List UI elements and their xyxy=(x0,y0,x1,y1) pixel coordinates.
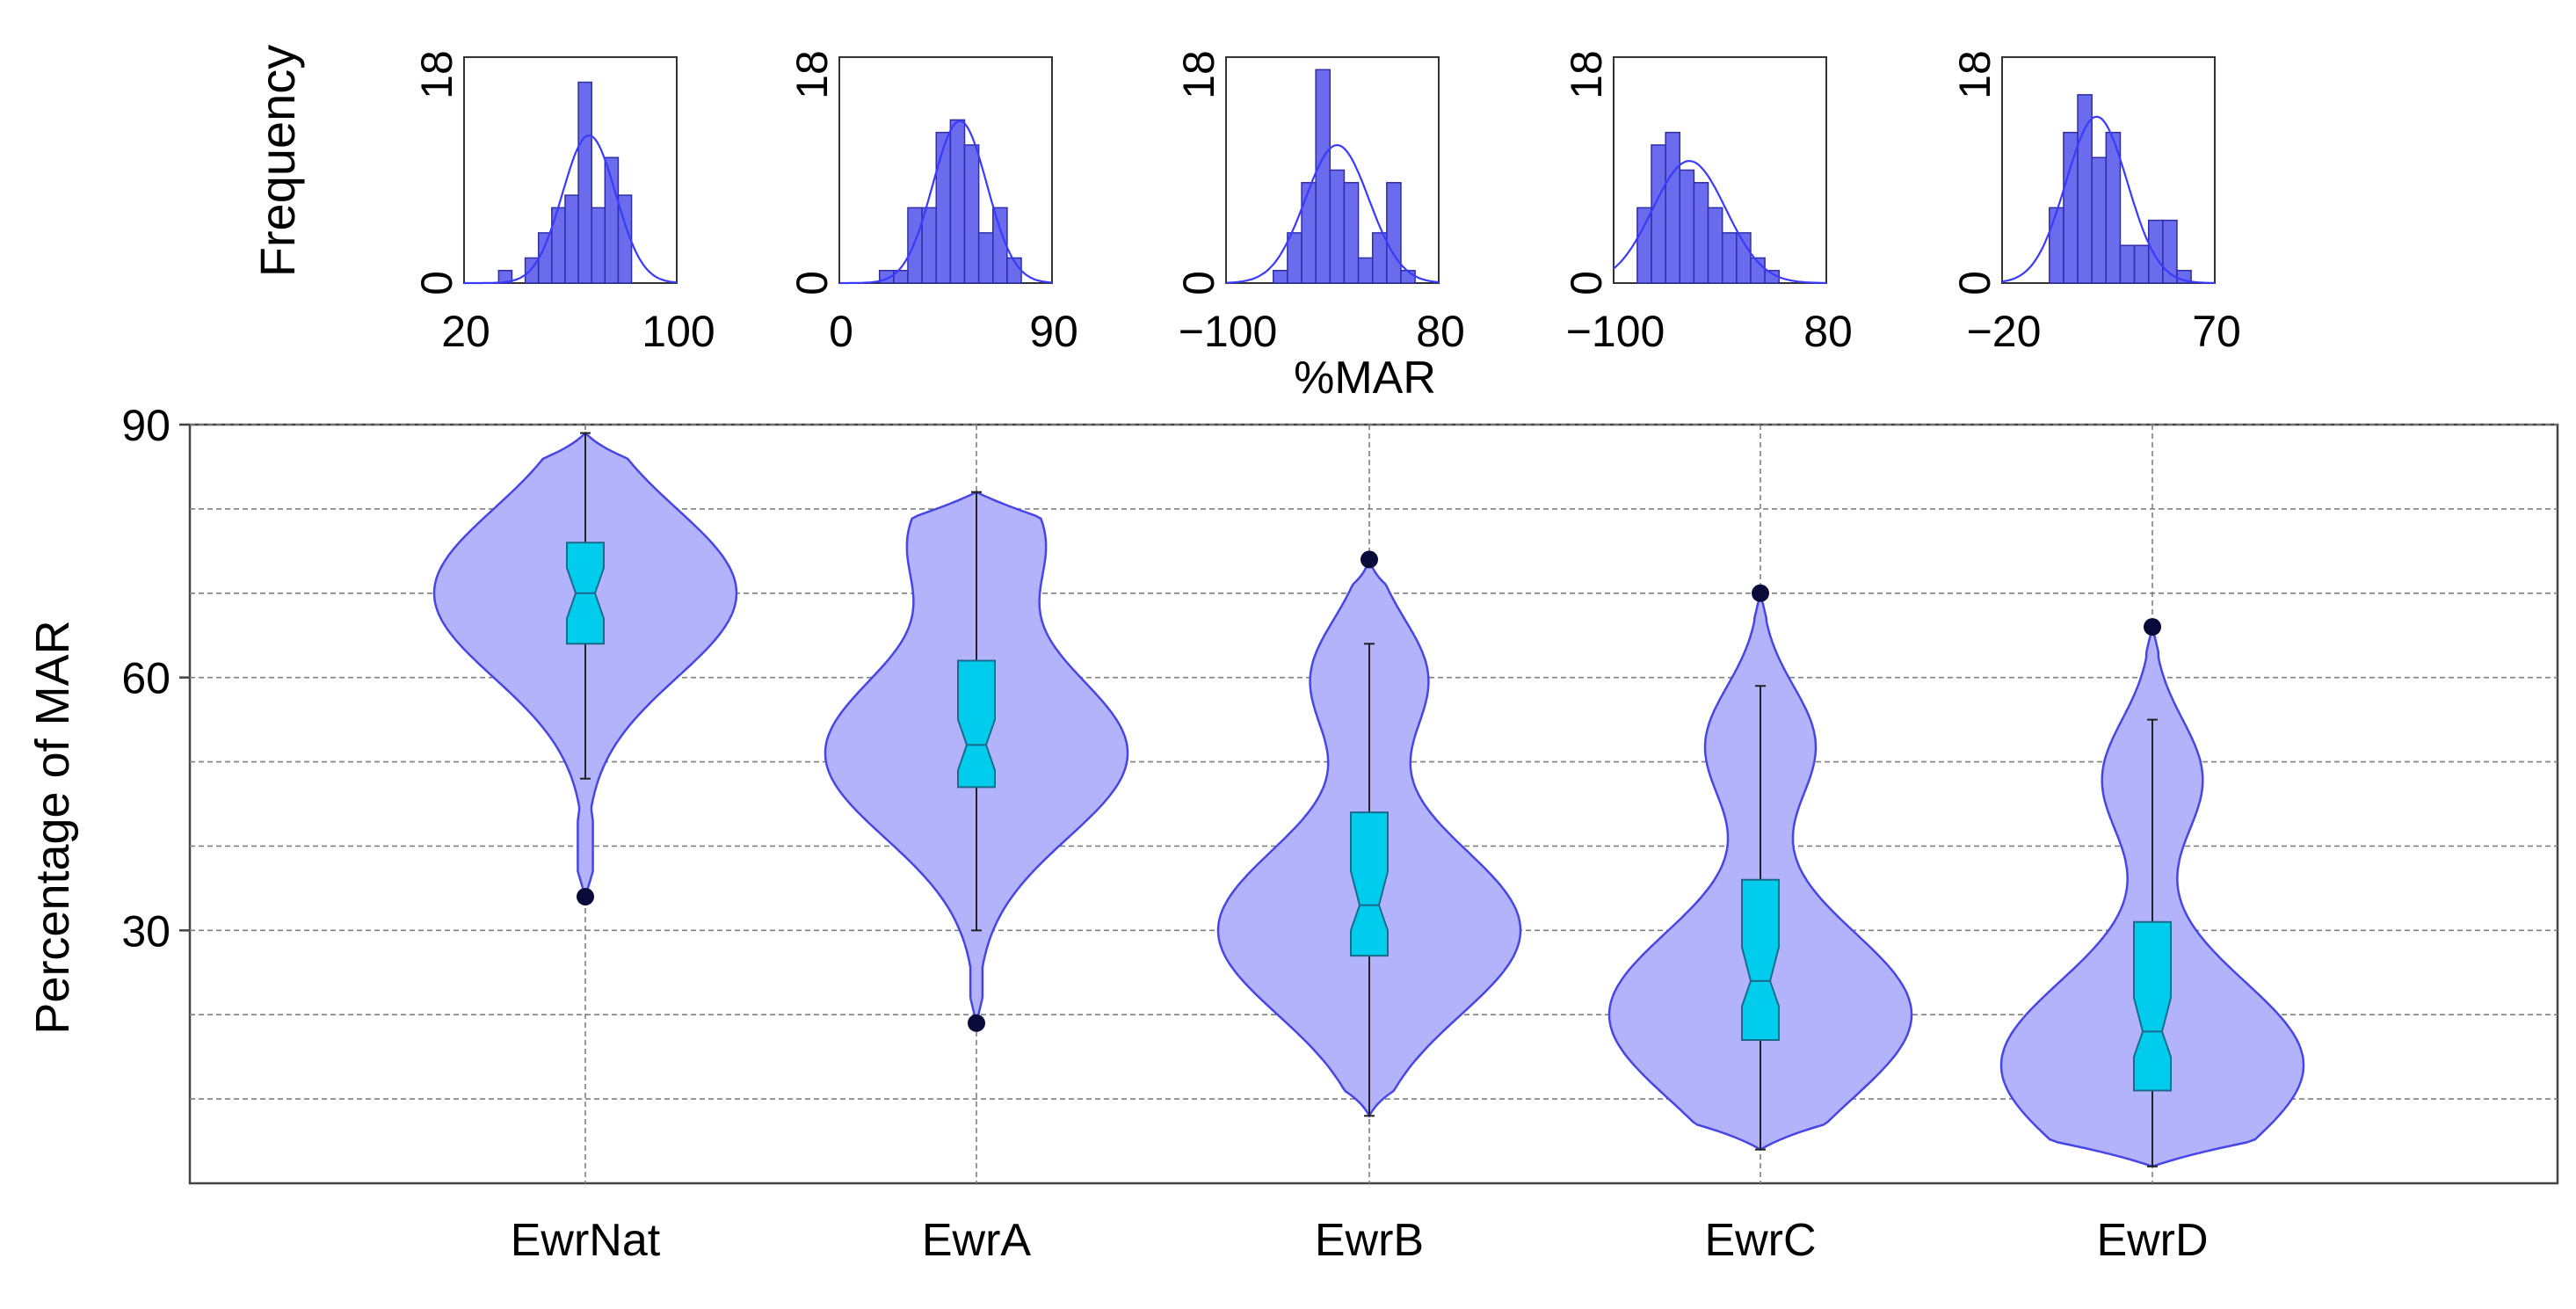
histogram-bar xyxy=(604,156,620,284)
histogram-bar xyxy=(1693,182,1709,284)
histogram-bar xyxy=(2049,207,2064,284)
y-tick-label: 0 xyxy=(787,271,837,295)
violin-ewra: EwrA xyxy=(824,491,1129,1266)
histogram-bar xyxy=(2063,131,2079,284)
category-label: EwrB xyxy=(1315,1215,1424,1266)
histogram-bar xyxy=(1315,69,1332,284)
outlier-point xyxy=(1752,584,1769,602)
violin-plot: 30 60 90 EwrNat EwrA EwrB EwrC EwrD xyxy=(121,401,2559,1266)
x-tick-label: −100 xyxy=(1179,307,1278,356)
histogram-bar xyxy=(935,131,952,284)
histogram-bar xyxy=(1721,232,1738,284)
histogram-bar xyxy=(1736,232,1752,284)
histogram-bar xyxy=(1371,232,1388,284)
y-tick-label: 0 xyxy=(1562,271,1611,295)
normal-fit-curve xyxy=(1613,159,1827,284)
histogram-bar xyxy=(1343,182,1360,284)
normal-fit-curve xyxy=(464,135,678,285)
y-tick-label: 60 xyxy=(121,654,171,703)
histogram-bar xyxy=(2119,244,2136,284)
y-tick-label: 18 xyxy=(1950,50,1999,99)
category-label: EwrC xyxy=(1704,1215,1816,1266)
histogram-xlabel: %MAR xyxy=(1294,353,1436,404)
histogram-bar xyxy=(591,207,606,284)
y-tick-label: 0 xyxy=(412,271,461,295)
normal-fit-curve xyxy=(2001,115,2215,284)
histogram-bar xyxy=(1636,207,1652,284)
y-tick-label: 30 xyxy=(121,906,171,956)
outlier-point xyxy=(577,887,594,905)
histogram-panel-ewra: 0 90 0 18 xyxy=(787,50,1078,356)
histogram-bar xyxy=(497,269,513,284)
category-label: EwrD xyxy=(2096,1215,2208,1266)
histogram-bar xyxy=(2133,244,2150,284)
x-tick-label: 70 xyxy=(2192,307,2241,356)
histogram-bar xyxy=(2091,156,2108,284)
x-tick-label: 80 xyxy=(1416,307,1465,356)
outlier-point xyxy=(2144,618,2161,636)
y-tick-label: 18 xyxy=(412,50,461,99)
y-tick-label: 90 xyxy=(121,401,171,450)
x-tick-label: 80 xyxy=(1803,307,1853,356)
violin-ewrc: EwrC xyxy=(1607,584,1913,1266)
y-tick-label: 18 xyxy=(787,50,837,99)
histogram-bar xyxy=(2105,131,2122,284)
histogram-bar xyxy=(977,232,994,284)
histogram-bar xyxy=(907,207,923,284)
notched-box xyxy=(1350,811,1389,957)
histogram-bar xyxy=(1301,182,1317,284)
histogram-bar xyxy=(1665,131,1681,284)
violin-ylabel: Percentage of MAR xyxy=(26,620,79,1034)
x-tick-label: 0 xyxy=(829,307,853,356)
histogram-bar xyxy=(992,207,1008,284)
histogram-bar xyxy=(564,194,579,284)
histogram-ylabel: Frequency xyxy=(250,45,305,278)
x-tick-label: 100 xyxy=(642,307,715,356)
y-tick-label: 18 xyxy=(1174,50,1223,99)
histogram-bar xyxy=(1273,269,1288,284)
y-tick-label: 18 xyxy=(1562,50,1611,99)
normal-fit-curve xyxy=(839,120,1053,285)
outlier-point xyxy=(1361,550,1378,569)
violin-ewrb: EwrB xyxy=(1216,550,1522,1266)
histogram-bar xyxy=(2077,94,2093,284)
notched-box xyxy=(1741,878,1780,1041)
histogram-panel-ewrd: −20 70 0 18 xyxy=(1950,50,2241,356)
category-label: EwrNat xyxy=(511,1215,661,1266)
histogram-panel-ewrb: −100 80 0 18 xyxy=(1174,50,1465,356)
histogram-bar xyxy=(1287,232,1303,284)
histogram-bar xyxy=(921,207,937,284)
histogram-bar xyxy=(1651,144,1666,284)
violin-ewrd: EwrD xyxy=(1999,618,2305,1266)
x-tick-label: −20 xyxy=(1967,307,2042,356)
x-tick-label: 90 xyxy=(1029,307,1078,356)
histogram-bar xyxy=(2162,219,2178,284)
histogram-bar xyxy=(1329,169,1346,284)
notched-box xyxy=(957,659,996,789)
x-tick-label: 20 xyxy=(441,307,490,356)
histogram-bar xyxy=(1707,207,1723,284)
y-tick-label: 0 xyxy=(1950,271,1999,295)
histogram-bar xyxy=(949,119,966,284)
outlier-point xyxy=(968,1014,985,1032)
notched-box xyxy=(2133,920,2172,1092)
normal-fit-curve xyxy=(1226,143,1440,284)
y-tick-label: 0 xyxy=(1174,271,1223,295)
histogram-bar xyxy=(1357,257,1374,284)
histogram-panel-ewrnat: 20 100 0 18 xyxy=(412,50,715,356)
histogram-bar xyxy=(577,81,592,284)
histogram-panel-ewrc: −100 80 0 18 xyxy=(1562,50,1853,356)
violin-ewrnat: EwrNat xyxy=(432,431,738,1266)
histogram-bar xyxy=(2147,219,2164,284)
histogram-bar xyxy=(537,232,553,284)
x-tick-label: −100 xyxy=(1566,307,1665,356)
histogram-bar xyxy=(1386,182,1402,284)
histogram-bar xyxy=(1679,169,1695,284)
category-label: EwrA xyxy=(922,1215,1032,1266)
histogram-bar xyxy=(617,194,633,284)
histogram-bar xyxy=(963,144,980,284)
